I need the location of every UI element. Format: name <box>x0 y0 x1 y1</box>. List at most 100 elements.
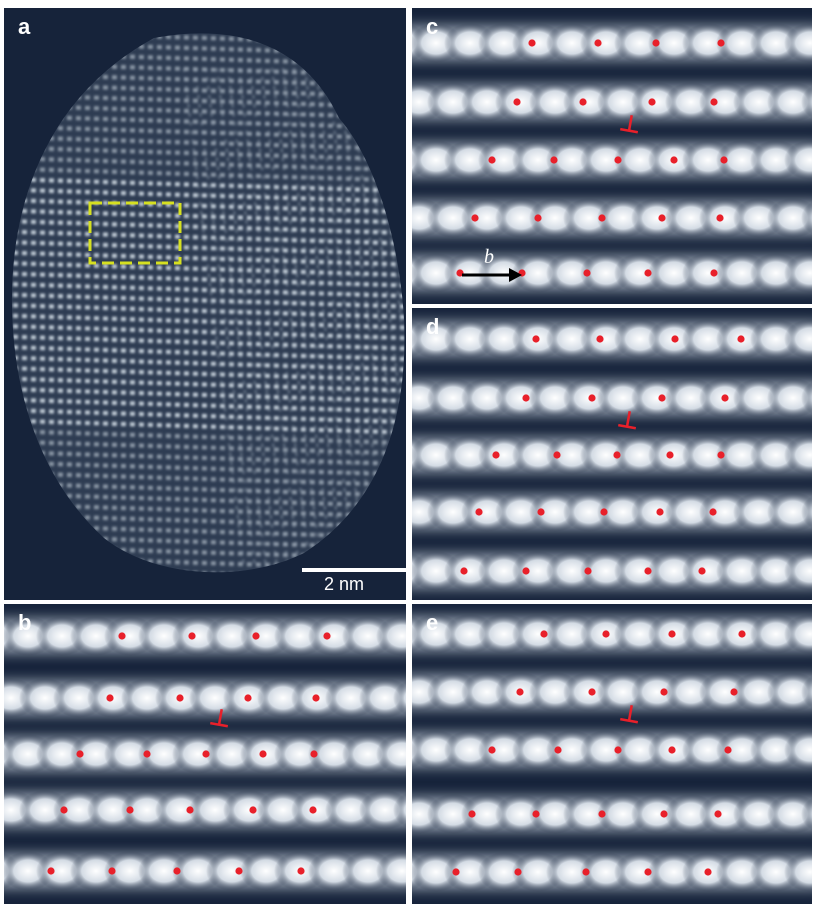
atom-position-marker <box>668 630 676 638</box>
atom-position-marker <box>658 394 666 402</box>
atom-position-marker <box>668 746 676 754</box>
atom-row <box>292 67 356 569</box>
atom-column <box>784 319 812 359</box>
atom-position-marker <box>717 39 725 47</box>
arrow-head <box>509 268 522 282</box>
atom-column <box>393 792 406 828</box>
atom-position-marker <box>660 688 668 696</box>
atom-row <box>11 418 405 435</box>
atom-row <box>11 302 405 320</box>
atom-position-marker <box>710 98 718 106</box>
atom-position-marker <box>76 750 84 758</box>
atom-position-marker <box>738 630 746 638</box>
panel-label-e: e <box>426 610 439 635</box>
atom-position-marker <box>579 98 587 106</box>
atom-row <box>11 428 405 446</box>
atom-column <box>376 734 406 774</box>
atom-position-marker <box>614 156 622 164</box>
atom-row <box>11 218 405 236</box>
atom-position-marker <box>188 632 196 640</box>
atom-column <box>784 253 812 293</box>
atom-position-marker <box>60 806 68 814</box>
atom-column <box>393 680 406 716</box>
atom-column <box>767 198 812 238</box>
atom-position-marker <box>596 335 604 343</box>
atom-row <box>11 407 405 425</box>
atom-position-marker <box>660 810 668 818</box>
atom-row <box>336 67 400 569</box>
atom-row <box>11 439 405 456</box>
atom-row <box>11 176 405 194</box>
atom-position-marker <box>452 868 460 876</box>
atom-row <box>11 386 405 404</box>
atom-row <box>270 67 334 569</box>
atom-position-marker <box>710 269 718 277</box>
atom-row <box>11 481 405 498</box>
atom-position-marker <box>588 688 596 696</box>
atom-position-marker <box>613 451 621 459</box>
atom-position-marker <box>471 214 479 222</box>
dislocation-symbol: ⊥ <box>617 698 643 729</box>
atom-row <box>11 197 405 215</box>
atom-position-marker <box>666 451 674 459</box>
atom-position-marker <box>108 867 116 875</box>
atom-position-marker <box>475 508 483 516</box>
atom-position-marker <box>598 810 606 818</box>
atom-position-marker <box>709 508 717 516</box>
atom-column <box>767 492 812 532</box>
atom-column <box>801 797 812 831</box>
nanoparticle-image <box>4 8 406 600</box>
atom-position-marker <box>588 394 596 402</box>
atom-column <box>801 675 812 709</box>
atom-position-marker <box>514 868 522 876</box>
atom-position-marker <box>720 156 728 164</box>
atom-position-marker <box>513 98 521 106</box>
panel-label-a: a <box>18 14 31 39</box>
atom-position-marker <box>658 214 666 222</box>
atom-position-marker <box>173 867 181 875</box>
atom-position-marker <box>249 806 257 814</box>
atom-position-marker <box>537 508 545 516</box>
atom-column <box>784 614 812 654</box>
atom-position-marker <box>594 39 602 47</box>
atom-position-marker <box>468 810 476 818</box>
atom-position-marker <box>598 214 606 222</box>
atom-position-marker <box>143 750 151 758</box>
atom-column <box>801 381 812 415</box>
atom-position-marker <box>614 746 622 754</box>
atom-row <box>11 229 405 246</box>
atom-row <box>237 67 301 569</box>
atom-row <box>11 460 405 477</box>
atom-position-marker <box>550 156 558 164</box>
atom-position-marker <box>456 269 464 277</box>
atom-row <box>11 449 405 467</box>
atom-row <box>11 313 405 330</box>
atom-position-marker <box>652 39 660 47</box>
atom-column <box>767 672 812 712</box>
panel-e: ⊥ e <box>412 604 812 904</box>
atom-row <box>303 67 367 569</box>
atom-column <box>376 616 406 656</box>
atom-column <box>784 730 812 770</box>
atom-position-marker <box>186 806 194 814</box>
atom-row <box>281 67 345 569</box>
atom-position-marker <box>176 694 184 702</box>
atom-position-marker <box>717 451 725 459</box>
atom-position-marker <box>532 335 540 343</box>
atom-column <box>376 851 406 891</box>
dislocation-symbol: ⊥ <box>207 702 233 733</box>
atom-position-marker <box>522 567 530 575</box>
atom-position-marker <box>202 750 210 758</box>
atom-row <box>11 281 405 299</box>
panel-label-d: d <box>426 314 440 339</box>
atom-row <box>314 67 378 569</box>
atom-column <box>801 495 812 529</box>
panel-b: ⊥ b <box>4 604 406 904</box>
atom-position-marker <box>730 688 738 696</box>
lattice-image-b: ⊥ <box>4 604 406 904</box>
region-of-interest-box <box>88 201 182 265</box>
lattice-image-c: ⊥ <box>412 8 812 304</box>
atom-row <box>182 67 246 569</box>
atom-position-marker <box>309 806 317 814</box>
atom-position-marker <box>522 394 530 402</box>
